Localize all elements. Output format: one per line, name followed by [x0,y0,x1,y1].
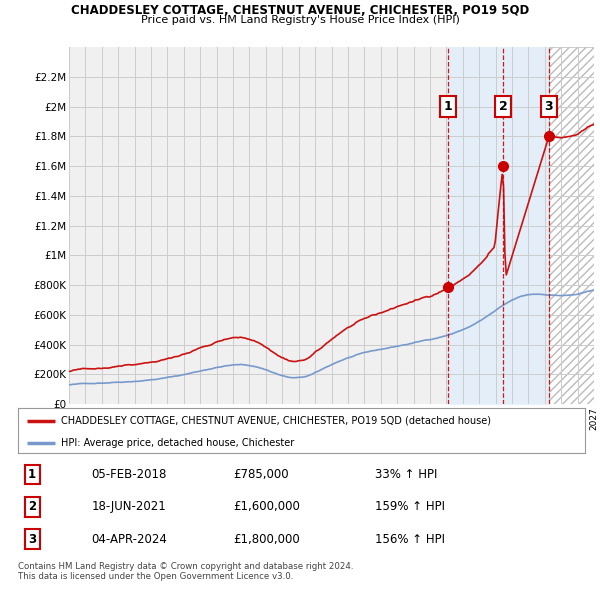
Text: 159% ↑ HPI: 159% ↑ HPI [375,500,445,513]
Text: 1: 1 [28,468,36,481]
Text: 04-APR-2024: 04-APR-2024 [92,533,167,546]
Text: Price paid vs. HM Land Registry's House Price Index (HPI): Price paid vs. HM Land Registry's House … [140,15,460,25]
Text: 2: 2 [28,500,36,513]
Text: CHADDESLEY COTTAGE, CHESTNUT AVENUE, CHICHESTER, PO19 5QD: CHADDESLEY COTTAGE, CHESTNUT AVENUE, CHI… [71,4,529,17]
Text: 18-JUN-2021: 18-JUN-2021 [92,500,166,513]
Text: 05-FEB-2018: 05-FEB-2018 [92,468,167,481]
Text: 156% ↑ HPI: 156% ↑ HPI [375,533,445,546]
Text: £1,800,000: £1,800,000 [233,533,300,546]
Text: 33% ↑ HPI: 33% ↑ HPI [375,468,437,481]
Text: 2: 2 [499,100,508,113]
Text: Contains HM Land Registry data © Crown copyright and database right 2024.
This d: Contains HM Land Registry data © Crown c… [18,562,353,581]
Text: 3: 3 [28,533,36,546]
Text: HPI: Average price, detached house, Chichester: HPI: Average price, detached house, Chic… [61,438,294,448]
Text: 1: 1 [443,100,452,113]
Text: 3: 3 [545,100,553,113]
Text: £1,600,000: £1,600,000 [233,500,301,513]
Text: £785,000: £785,000 [233,468,289,481]
Text: CHADDESLEY COTTAGE, CHESTNUT AVENUE, CHICHESTER, PO19 5QD (detached house): CHADDESLEY COTTAGE, CHESTNUT AVENUE, CHI… [61,416,491,425]
